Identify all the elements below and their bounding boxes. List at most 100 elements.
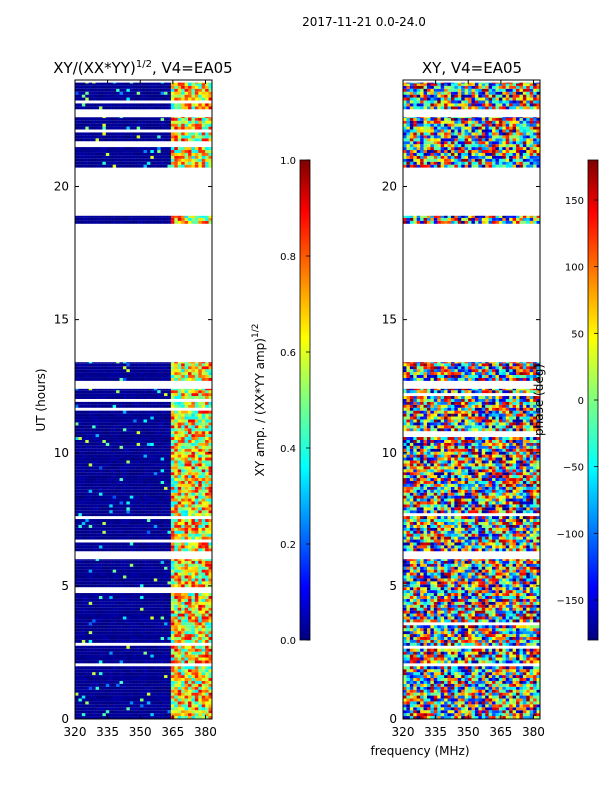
heatmap-cell: [122, 217, 127, 221]
heatmap-cell: [177, 716, 182, 719]
heatmap-cell: [136, 566, 141, 570]
heatmap-cell: [119, 628, 124, 632]
heatmap-cell: [198, 451, 203, 455]
heatmap-cell: [146, 510, 151, 514]
heatmap-cell: [116, 651, 120, 655]
heatmap-cell: [205, 686, 209, 690]
heatmap-cell: [133, 675, 138, 678]
heatmap-cell: [160, 369, 165, 373]
heatmap-cell: [78, 413, 83, 417]
heatmap-cell: [102, 404, 107, 408]
heatmap-cell: [136, 448, 141, 452]
heatmap-cell: [153, 572, 158, 576]
heatmap-cell: [78, 390, 83, 394]
heatmap-cell: [136, 569, 141, 573]
heatmap-cell: [184, 363, 189, 367]
heatmap-cell: [129, 686, 134, 690]
heatmap-cell: [98, 372, 103, 376]
heatmap-cell: [105, 613, 110, 617]
heatmap-cell: [170, 451, 175, 455]
heatmap-cell: [129, 634, 134, 637]
heatmap-cell: [81, 377, 86, 381]
heatmap-cell: [188, 434, 192, 438]
heatmap-cell: [191, 150, 196, 153]
heatmap-cell: [81, 437, 86, 440]
heatmap-cell: [92, 660, 96, 664]
heatmap-cell: [150, 683, 155, 687]
heatmap-cell: [102, 631, 107, 635]
heatmap-cell: [167, 559, 172, 561]
heatmap-cell: [126, 686, 131, 690]
heatmap-cell: [85, 510, 90, 514]
heatmap-cell: [184, 593, 189, 596]
heatmap-cell: [85, 595, 90, 599]
heatmap-cell: [105, 521, 110, 525]
heatmap-cell: [112, 678, 117, 681]
heatmap-cell: [157, 607, 162, 611]
heatmap-cell: [177, 152, 182, 156]
heatmap-cell: [177, 660, 182, 664]
heatmap-cell: [191, 584, 196, 588]
heatmap-cell: [188, 478, 192, 481]
heatmap-cell: [95, 478, 100, 481]
heatmap-cell: [174, 716, 179, 719]
heatmap-cell: [177, 524, 182, 528]
heatmap-cell: [146, 147, 151, 151]
heatmap-cell: [109, 448, 114, 452]
heatmap-cell: [88, 672, 93, 676]
heatmap-cell: [133, 660, 138, 664]
heatmap-cell: [81, 563, 86, 567]
heatmap-cell: [129, 716, 134, 719]
heatmap-cell: [177, 575, 182, 579]
heatmap-cell: [194, 707, 199, 711]
heatmap-cell: [119, 372, 124, 376]
heatmap-cell: [133, 460, 138, 464]
heatmap-cell: [184, 155, 189, 159]
heatmap-cell: [177, 138, 182, 142]
heatmap-cell: [85, 660, 90, 664]
heatmap-cell: [105, 533, 110, 537]
heatmap-cell: [95, 126, 100, 130]
heatmap-cell: [164, 495, 168, 499]
heatmap-cell: [143, 527, 148, 531]
heatmap-cell: [143, 483, 148, 487]
heatmap-cell: [164, 138, 168, 142]
heatmap-cell: [174, 478, 179, 481]
heatmap-cell: [174, 536, 179, 540]
heatmap-cell: [95, 578, 100, 582]
heatmap-cell: [150, 578, 155, 582]
heatmap-cell: [112, 619, 117, 623]
heatmap-cell: [167, 666, 172, 670]
heatmap-cell: [188, 138, 192, 142]
heatmap-cell: [174, 401, 179, 405]
heatmap-cell: [112, 672, 117, 676]
heatmap-cell: [133, 631, 138, 635]
heatmap-cell: [133, 419, 138, 423]
heatmap-cell: [116, 445, 120, 449]
heatmap-cell: [136, 164, 141, 168]
heatmap-cell: [167, 533, 172, 537]
heatmap-cell: [81, 569, 86, 573]
heatmap-cell: [198, 524, 203, 528]
heatmap-cell: [126, 448, 131, 452]
heatmap-cell: [140, 716, 144, 719]
heatmap-cell: [112, 454, 117, 458]
heatmap-cell: [177, 607, 182, 611]
heatmap-cell: [81, 217, 86, 221]
heatmap-cell: [153, 613, 158, 617]
heatmap-cell: [116, 369, 120, 373]
heatmap-cell: [191, 513, 196, 517]
heatmap-cell: [75, 164, 79, 168]
heatmap-cell: [140, 404, 144, 408]
heatmap-cell: [188, 498, 192, 502]
heatmap-cell: [205, 607, 209, 611]
heatmap-cell: [153, 480, 158, 484]
heatmap-cell: [174, 480, 179, 484]
heatmap-cell: [160, 645, 165, 649]
heatmap-cell: [167, 639, 172, 643]
heatmap-cell: [191, 581, 196, 585]
heatmap-cell: [160, 439, 165, 443]
heatmap-cell: [146, 593, 151, 596]
heatmap-cell: [78, 701, 83, 705]
heatmap-cell: [205, 710, 209, 714]
